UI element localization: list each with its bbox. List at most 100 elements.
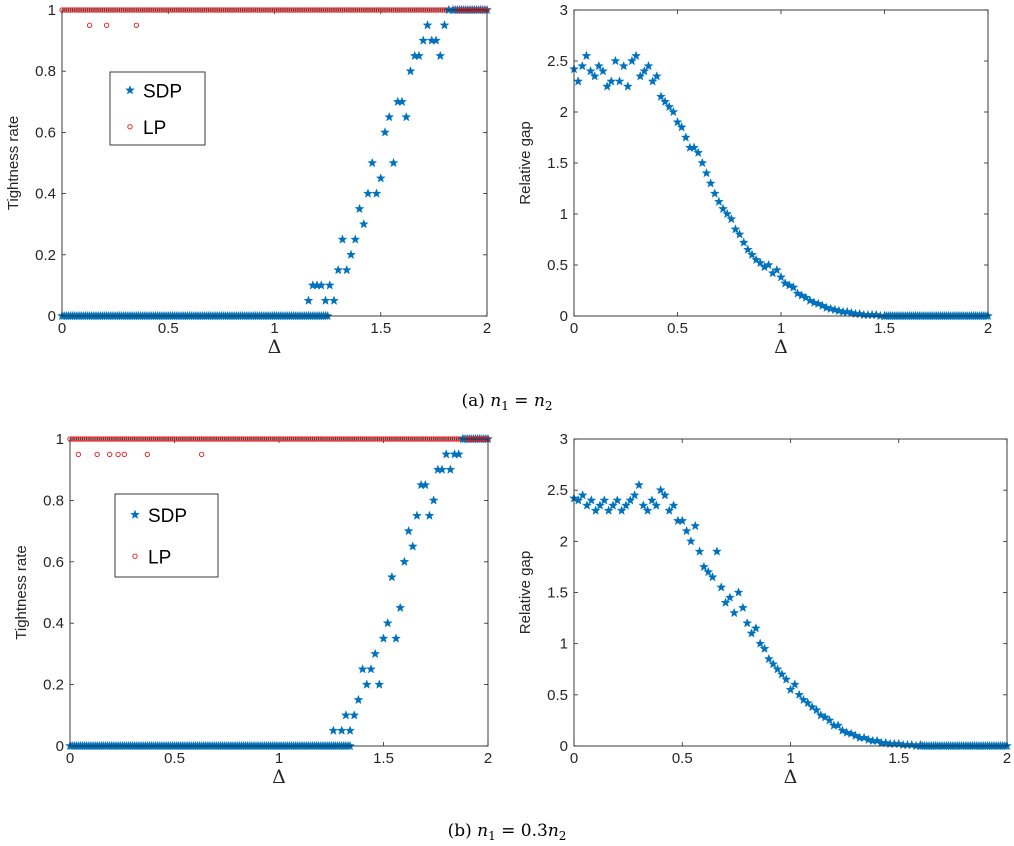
point-sdp xyxy=(431,35,441,45)
point-series xyxy=(730,224,741,234)
y-tick-label: 1 xyxy=(560,206,568,223)
x-axis-label: Δ xyxy=(268,336,282,358)
point-sdp xyxy=(401,111,412,122)
y-tick-label: 2 xyxy=(560,533,568,550)
x-tick-label: 0.5 xyxy=(158,320,179,337)
point-sdp xyxy=(340,710,351,720)
y-tick-label: 0.2 xyxy=(35,247,56,264)
point-sdp xyxy=(424,510,435,520)
plot-frame xyxy=(61,9,488,317)
point-sdp xyxy=(453,449,464,459)
point-series xyxy=(680,132,691,142)
legend-marker-lp xyxy=(132,553,138,559)
point-sdp xyxy=(354,203,365,214)
point-sdp xyxy=(403,525,414,536)
point-sdp xyxy=(437,464,447,474)
point-series xyxy=(722,208,733,219)
point-sdp xyxy=(336,725,347,735)
point-sdp xyxy=(361,679,372,689)
point-sdp xyxy=(329,295,339,305)
point-series xyxy=(639,66,650,76)
x-tick-label: 1 xyxy=(270,320,278,337)
point-series xyxy=(872,735,883,746)
y-tick-label: 0.8 xyxy=(43,492,64,509)
point-series xyxy=(676,122,687,132)
point-sdp xyxy=(412,510,422,520)
y-tick-label: 1.5 xyxy=(547,155,568,172)
point-series xyxy=(713,196,724,206)
point-series xyxy=(689,142,699,152)
point-sdp xyxy=(337,234,348,244)
point-sdp xyxy=(399,556,410,566)
point-sdp xyxy=(303,295,314,305)
point-series xyxy=(792,288,803,298)
point-series xyxy=(589,71,600,81)
point-series xyxy=(595,500,605,510)
point-series xyxy=(747,249,757,259)
point-series xyxy=(759,643,770,653)
point-series xyxy=(837,725,848,735)
point-series xyxy=(664,505,675,515)
y-axis-label: Relative gap xyxy=(517,551,534,634)
point-series xyxy=(846,728,857,738)
y-tick-label: 0 xyxy=(56,738,64,755)
point-series xyxy=(642,505,653,515)
x-tick-label: 0 xyxy=(570,320,578,337)
point-series xyxy=(788,282,799,292)
plot-frame xyxy=(573,438,1008,747)
point-series xyxy=(807,701,818,712)
point-sdp xyxy=(384,111,395,122)
y-tick-label: 0 xyxy=(560,738,568,755)
point-sdp xyxy=(350,234,361,244)
point-sdp xyxy=(345,725,355,735)
y-axis-label: Relative gap xyxy=(517,121,534,204)
point-series xyxy=(724,592,735,602)
x-tick-label: 1.5 xyxy=(370,320,391,337)
point-series xyxy=(742,244,753,254)
legend-marker-lp xyxy=(127,124,133,130)
point-lp xyxy=(75,451,82,457)
point-lp xyxy=(94,451,100,457)
point-series xyxy=(664,101,675,112)
y-tick-label: 1 xyxy=(560,636,568,653)
point-series xyxy=(718,203,728,214)
point-series xyxy=(789,679,800,689)
point-series xyxy=(582,500,592,510)
x-axis-label: Δ xyxy=(784,766,798,788)
point-series xyxy=(726,213,737,224)
y-tick-label: 0.8 xyxy=(35,63,56,80)
point-sdp xyxy=(422,20,433,30)
point-sdp xyxy=(346,249,356,259)
point-series xyxy=(672,117,683,127)
point-series xyxy=(742,618,753,628)
point-lp xyxy=(115,451,121,457)
point-series xyxy=(771,264,782,275)
point-series xyxy=(781,674,792,684)
point-series xyxy=(638,500,649,510)
point-series xyxy=(817,300,828,310)
x-tick-label: 2 xyxy=(483,320,491,337)
point-series xyxy=(621,500,631,510)
point-series xyxy=(651,500,662,510)
point-sdp xyxy=(375,173,386,183)
point-series xyxy=(703,566,714,577)
point-sdp xyxy=(391,633,401,643)
y-tick-label: 0.6 xyxy=(35,124,56,141)
point-series xyxy=(776,669,787,679)
point-series xyxy=(694,546,705,556)
x-tick-label: 1 xyxy=(275,750,283,767)
caption-b: (b) n1 = 0.3n2 xyxy=(448,821,567,843)
point-sdp xyxy=(333,264,344,275)
plot-area xyxy=(574,439,1007,746)
x-tick-label: 1.5 xyxy=(874,320,895,337)
point-series xyxy=(635,71,646,81)
x-tick-label: 1.5 xyxy=(373,750,394,767)
point-series xyxy=(656,91,666,101)
x-tick-label: 2 xyxy=(484,750,492,767)
x-axis-label: Δ xyxy=(774,336,788,358)
point-series xyxy=(785,684,796,694)
point-sdp xyxy=(388,157,399,168)
point-sdp xyxy=(395,602,406,613)
point-sdp xyxy=(439,20,450,30)
